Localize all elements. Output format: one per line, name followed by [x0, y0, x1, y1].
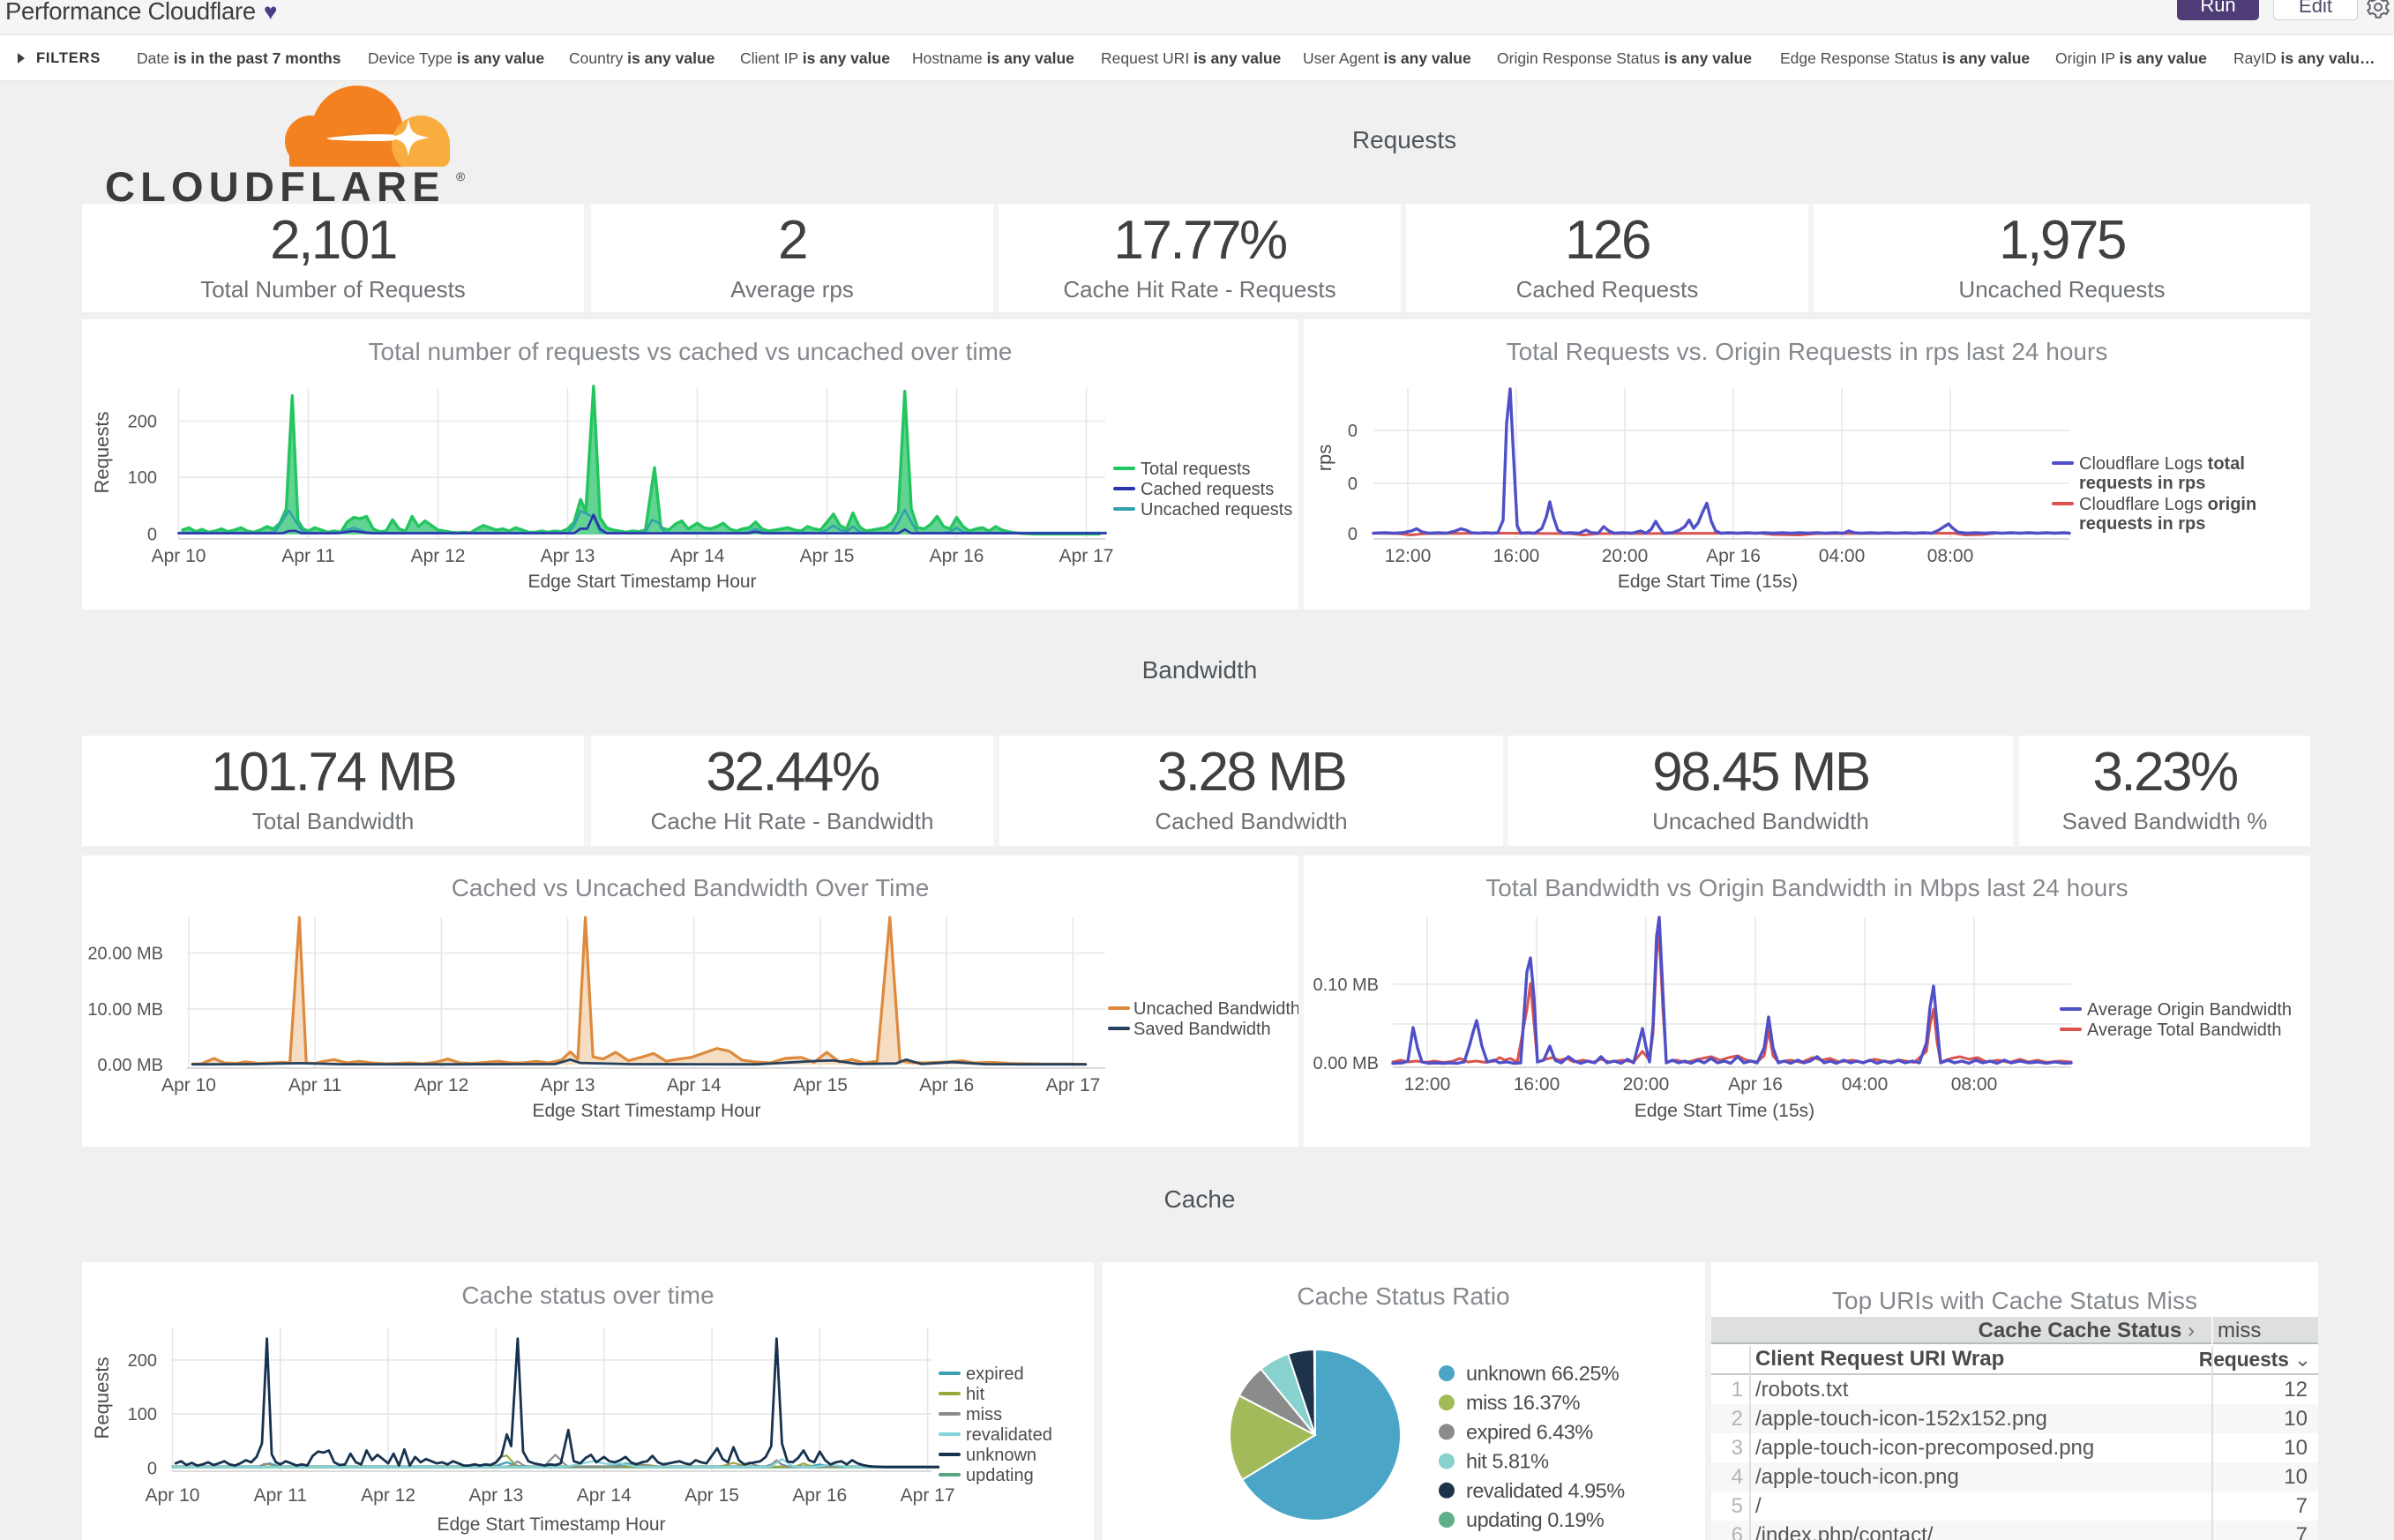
svg-text:unknown 66.25%: unknown 66.25% — [1466, 1362, 1620, 1385]
svg-text:Apr 10: Apr 10 — [152, 546, 206, 566]
svg-text:Apr 16: Apr 16 — [919, 1075, 974, 1095]
svg-text:expired 6.43%: expired 6.43% — [1466, 1420, 1593, 1443]
svg-text:Apr 11: Apr 11 — [281, 546, 334, 566]
svg-text:04:00: 04:00 — [1819, 546, 1866, 566]
svg-text:04:00: 04:00 — [1842, 1074, 1889, 1095]
svg-text:0.10 MB: 0.10 MB — [1313, 976, 1379, 995]
svg-text:Apr 16: Apr 16 — [792, 1485, 847, 1506]
svg-text:20:00: 20:00 — [1602, 546, 1649, 566]
svg-text:Edge Start Time (15s): Edge Start Time (15s) — [1635, 1101, 1814, 1121]
svg-text:Edge Start Timestamp Hour: Edge Start Timestamp Hour — [532, 1101, 760, 1121]
svg-text:Total Requests vs. Origin Requ: Total Requests vs. Origin Requests in rp… — [1507, 338, 2108, 365]
svg-text:Apr 16: Apr 16 — [1728, 1074, 1783, 1095]
svg-text:Average Origin Bandwidth: Average Origin Bandwidth — [2087, 1000, 2292, 1020]
svg-text:Apr 17: Apr 17 — [901, 1485, 955, 1506]
svg-text:Apr 11: Apr 11 — [288, 1075, 341, 1095]
svg-text:12:00: 12:00 — [1404, 1074, 1451, 1095]
svg-text:Apr 12: Apr 12 — [361, 1485, 415, 1506]
svg-text:20:00: 20:00 — [1623, 1074, 1670, 1095]
svg-text:requests in rps: requests in rps — [2079, 474, 2205, 493]
svg-text:Uncached Bandwidth: Uncached Bandwidth — [1133, 999, 1298, 1019]
svg-text:200: 200 — [128, 413, 157, 432]
svg-text:200: 200 — [128, 1351, 157, 1371]
svg-text:Total Bandwidth vs Origin Band: Total Bandwidth vs Origin Bandwidth in M… — [1485, 874, 2128, 901]
svg-text:Apr 11: Apr 11 — [254, 1485, 307, 1506]
svg-text:Total number of requests vs ca: Total number of requests vs cached vs un… — [369, 338, 1013, 365]
svg-text:requests in rps: requests in rps — [2079, 514, 2205, 534]
svg-text:0: 0 — [1348, 525, 1358, 544]
svg-text:Edge Start Timestamp Hour: Edge Start Timestamp Hour — [527, 572, 756, 592]
svg-text:20.00 MB: 20.00 MB — [87, 945, 163, 964]
svg-text:hit 5.81%: hit 5.81% — [1466, 1450, 1549, 1473]
svg-text:Cache Status Ratio: Cache Status Ratio — [1297, 1282, 1509, 1310]
svg-text:Apr 12: Apr 12 — [411, 546, 466, 566]
svg-text:Cached requests: Cached requests — [1141, 480, 1274, 499]
svg-text:Apr 16: Apr 16 — [930, 546, 984, 566]
svg-text:0.00 MB: 0.00 MB — [98, 1056, 163, 1075]
svg-text:Apr 12: Apr 12 — [414, 1075, 468, 1095]
svg-text:updating 0.19%: updating 0.19% — [1466, 1508, 1605, 1531]
svg-text:Total requests: Total requests — [1141, 460, 1251, 479]
svg-text:Apr 10: Apr 10 — [146, 1485, 200, 1506]
svg-text:expired: expired — [966, 1364, 1024, 1384]
svg-text:100: 100 — [128, 1405, 157, 1424]
svg-text:Average Total Bandwidth: Average Total Bandwidth — [2087, 1020, 2282, 1040]
svg-text:Apr 17: Apr 17 — [1045, 1075, 1100, 1095]
svg-text:0: 0 — [147, 526, 157, 545]
svg-text:0: 0 — [1348, 422, 1358, 441]
svg-text:Edge Start Time (15s): Edge Start Time (15s) — [1618, 572, 1798, 592]
svg-text:Cloudflare Logs total: Cloudflare Logs total — [2079, 454, 2245, 474]
svg-text:08:00: 08:00 — [1927, 546, 1974, 566]
svg-text:revalidated: revalidated — [966, 1425, 1052, 1445]
svg-text:Apr 14: Apr 14 — [670, 546, 725, 566]
svg-text:16:00: 16:00 — [1493, 546, 1540, 566]
svg-text:Cloudflare Logs origin: Cloudflare Logs origin — [2079, 495, 2256, 514]
svg-text:Apr 13: Apr 13 — [541, 546, 595, 566]
svg-text:0: 0 — [1348, 475, 1358, 494]
svg-text:Apr 15: Apr 15 — [793, 1075, 848, 1095]
svg-text:Saved Bandwidth: Saved Bandwidth — [1133, 1020, 1271, 1039]
svg-text:Edge Start Timestamp Hour: Edge Start Timestamp Hour — [437, 1514, 665, 1535]
svg-text:miss: miss — [966, 1405, 1002, 1424]
svg-text:Requests: Requests — [91, 1357, 113, 1439]
svg-text:Apr 15: Apr 15 — [800, 546, 855, 566]
svg-text:unknown: unknown — [966, 1446, 1036, 1465]
svg-text:Apr 14: Apr 14 — [577, 1485, 632, 1506]
svg-text:Apr 15: Apr 15 — [685, 1485, 739, 1506]
svg-text:Requests: Requests — [91, 412, 113, 494]
svg-text:miss 16.37%: miss 16.37% — [1466, 1391, 1581, 1414]
svg-text:10.00 MB: 10.00 MB — [87, 1000, 163, 1020]
svg-text:hit: hit — [966, 1385, 985, 1404]
svg-text:08:00: 08:00 — [1951, 1074, 1998, 1095]
svg-text:Cached vs Uncached Bandwidth O: Cached vs Uncached Bandwidth Over Time — [452, 874, 930, 901]
svg-text:Apr 10: Apr 10 — [161, 1075, 216, 1095]
svg-text:Apr 16: Apr 16 — [1706, 546, 1761, 566]
svg-text:12:00: 12:00 — [1385, 546, 1432, 566]
svg-text:Apr 17: Apr 17 — [1059, 546, 1114, 566]
svg-text:®: ® — [456, 169, 466, 183]
svg-text:CLOUDFLARE: CLOUDFLARE — [105, 163, 445, 210]
svg-text:100: 100 — [128, 468, 157, 488]
svg-text:Apr 13: Apr 13 — [468, 1485, 523, 1506]
svg-text:updating: updating — [966, 1466, 1034, 1485]
svg-text:0: 0 — [147, 1459, 157, 1478]
svg-text:Cache status over time: Cache status over time — [461, 1282, 714, 1309]
svg-text:Apr 14: Apr 14 — [667, 1075, 722, 1095]
svg-text:Apr 13: Apr 13 — [541, 1075, 595, 1095]
svg-text:rps: rps — [1313, 445, 1335, 472]
svg-text:Uncached requests: Uncached requests — [1141, 500, 1292, 520]
svg-text:revalidated 4.95%: revalidated 4.95% — [1466, 1479, 1625, 1502]
svg-text:0.00 MB: 0.00 MB — [1313, 1054, 1379, 1073]
svg-text:16:00: 16:00 — [1514, 1074, 1560, 1095]
